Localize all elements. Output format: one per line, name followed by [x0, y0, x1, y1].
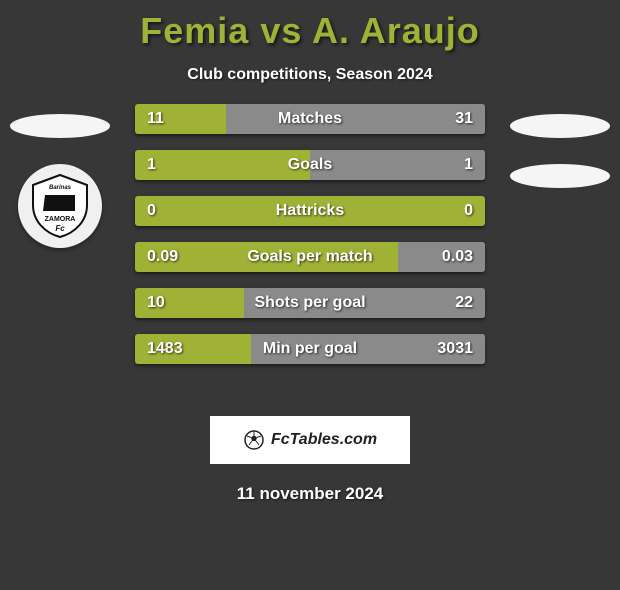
logo-bottom-text: Fc — [55, 224, 65, 233]
season-subtitle: Club competitions, Season 2024 — [0, 66, 620, 84]
stat-value-left: 1483 — [135, 334, 195, 364]
logo-main-text: ZAMORA — [45, 216, 76, 223]
stat-label: Matches — [135, 104, 485, 134]
stat-label: Shots per goal — [135, 288, 485, 318]
stat-value-right: 1 — [452, 150, 485, 180]
stat-label: Goals — [135, 150, 485, 180]
stat-bars-container: Matches1131Goals11Hattricks00Goals per m… — [135, 104, 485, 380]
stat-value-right: 3031 — [425, 334, 485, 364]
stat-value-left: 0 — [135, 196, 168, 226]
stat-value-right: 22 — [443, 288, 485, 318]
stat-value-right: 31 — [443, 104, 485, 134]
stat-row: Goals1 1 — [135, 150, 485, 180]
stat-value-right: 0.03 — [430, 242, 485, 272]
comparison-area: Barinas ZAMORA Fc Matches1131Goals11Hatt… — [0, 114, 620, 394]
stat-row: Matches11 31 — [135, 104, 485, 134]
stat-value-left: 11 — [135, 104, 176, 134]
logo-top-text: Barinas — [49, 185, 72, 191]
stat-row: Min per goal14833031 — [135, 334, 485, 364]
credit-label: FcTables.com — [271, 431, 377, 449]
credit-badge: FcTables.com — [210, 416, 410, 464]
shield-icon: Barinas ZAMORA Fc — [25, 171, 95, 241]
team-logo-right-placeholder — [510, 164, 610, 188]
comparison-title: Femia vs A. Araujo — [0, 10, 620, 52]
stat-value-left: 10 — [135, 288, 177, 318]
footer-date: 11 november 2024 — [0, 484, 620, 504]
stat-value-right: 0 — [452, 196, 485, 226]
stat-value-left: 1 — [135, 150, 168, 180]
stat-label: Hattricks — [135, 196, 485, 226]
soccer-ball-icon — [243, 429, 265, 451]
stat-row: Hattricks0 0 — [135, 196, 485, 226]
player-right-photo-placeholder — [510, 114, 610, 138]
stat-row: Goals per match0.090.03 — [135, 242, 485, 272]
team-logo-left: Barinas ZAMORA Fc — [18, 164, 102, 248]
stat-value-left: 0.09 — [135, 242, 190, 272]
left-player-column: Barinas ZAMORA Fc — [10, 114, 110, 248]
player-left-photo-placeholder — [10, 114, 110, 138]
right-player-column — [510, 114, 610, 214]
stat-row: Shots per goal10 22 — [135, 288, 485, 318]
